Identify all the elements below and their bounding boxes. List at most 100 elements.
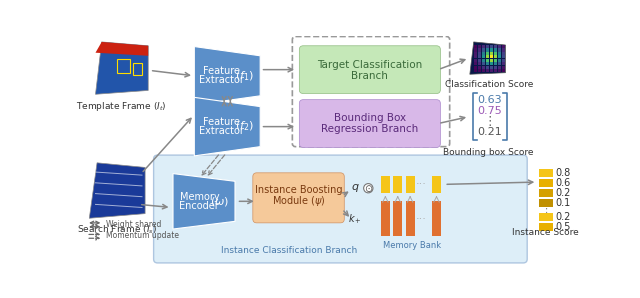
- Bar: [393, 201, 403, 236]
- Text: 0.6: 0.6: [555, 178, 570, 188]
- Bar: [393, 176, 403, 193]
- Bar: [486, 69, 489, 72]
- Bar: [477, 52, 481, 55]
- Bar: [381, 201, 390, 236]
- FancyBboxPatch shape: [154, 155, 527, 263]
- Bar: [493, 49, 497, 52]
- Text: Module $(\psi)$: Module $(\psi)$: [272, 193, 325, 207]
- Bar: [539, 199, 553, 207]
- Text: 0.21: 0.21: [477, 127, 502, 137]
- Bar: [474, 59, 477, 62]
- Bar: [486, 55, 489, 58]
- FancyBboxPatch shape: [300, 100, 440, 148]
- Bar: [486, 59, 489, 62]
- Polygon shape: [470, 42, 506, 74]
- Bar: [474, 66, 477, 69]
- Bar: [482, 69, 485, 72]
- Bar: [490, 55, 493, 58]
- Bar: [490, 49, 493, 52]
- Bar: [502, 49, 505, 52]
- Bar: [432, 201, 441, 236]
- Text: $(f_2)$: $(f_2)$: [235, 120, 254, 134]
- Bar: [497, 52, 501, 55]
- Bar: [490, 66, 493, 69]
- Text: Instance Classification Branch: Instance Classification Branch: [221, 246, 357, 255]
- Bar: [474, 52, 477, 55]
- Bar: [539, 179, 553, 187]
- Bar: [502, 62, 505, 65]
- Bar: [502, 45, 505, 48]
- Text: Search Frame ($I_s$): Search Frame ($I_s$): [77, 224, 157, 236]
- Text: Template Frame ($I_t$): Template Frame ($I_t$): [77, 100, 167, 114]
- Bar: [502, 69, 505, 72]
- Text: Target Classification: Target Classification: [317, 60, 422, 70]
- Bar: [381, 176, 390, 193]
- FancyBboxPatch shape: [292, 37, 450, 147]
- Bar: [474, 62, 477, 65]
- Bar: [493, 55, 497, 58]
- Circle shape: [364, 184, 373, 193]
- Bar: [539, 223, 553, 231]
- Bar: [482, 52, 485, 55]
- Bar: [482, 55, 485, 58]
- Bar: [486, 45, 489, 48]
- Bar: [477, 55, 481, 58]
- Bar: [493, 45, 497, 48]
- Bar: [539, 189, 553, 197]
- Bar: [490, 69, 493, 72]
- Bar: [482, 45, 485, 48]
- Text: 0.2: 0.2: [555, 212, 570, 222]
- Bar: [490, 59, 493, 62]
- Bar: [490, 52, 493, 55]
- Polygon shape: [195, 97, 260, 156]
- Bar: [497, 55, 501, 58]
- Bar: [474, 45, 477, 48]
- Bar: [482, 66, 485, 69]
- Bar: [477, 45, 481, 48]
- Text: ⋮: ⋮: [484, 115, 496, 128]
- Text: Instance Boosting: Instance Boosting: [255, 185, 342, 195]
- Text: ···: ···: [415, 214, 426, 224]
- Text: $\odot$: $\odot$: [364, 183, 373, 194]
- Bar: [502, 55, 505, 58]
- Bar: [477, 62, 481, 65]
- Text: Feature: Feature: [202, 66, 239, 76]
- Bar: [482, 49, 485, 52]
- Text: Regression Branch: Regression Branch: [321, 124, 419, 134]
- Text: 0.63: 0.63: [477, 95, 502, 105]
- Bar: [493, 62, 497, 65]
- Text: $k_+$: $k_+$: [348, 212, 362, 226]
- Bar: [117, 59, 129, 73]
- Bar: [539, 213, 553, 221]
- Bar: [474, 69, 477, 72]
- Bar: [493, 69, 497, 72]
- Text: Branch: Branch: [351, 71, 388, 81]
- Bar: [406, 201, 415, 236]
- Bar: [482, 62, 485, 65]
- Bar: [477, 59, 481, 62]
- Text: $(\omega)$: $(\omega)$: [210, 195, 229, 208]
- Bar: [132, 63, 142, 75]
- Text: 0.5: 0.5: [555, 222, 570, 232]
- Bar: [477, 49, 481, 52]
- Text: Encoder: Encoder: [179, 201, 220, 211]
- Text: Memory: Memory: [180, 192, 219, 202]
- Text: Extractor: Extractor: [198, 75, 243, 86]
- Text: Classification Score: Classification Score: [445, 80, 533, 89]
- Text: Instance Score: Instance Score: [513, 228, 579, 237]
- Text: Memory Bank: Memory Bank: [383, 240, 441, 250]
- Text: 0.2: 0.2: [555, 188, 570, 198]
- Text: Feature: Feature: [202, 117, 239, 127]
- Polygon shape: [95, 42, 148, 56]
- Bar: [497, 62, 501, 65]
- Text: Extractor: Extractor: [198, 126, 243, 136]
- Text: 0.75: 0.75: [477, 106, 502, 116]
- Bar: [497, 49, 501, 52]
- Polygon shape: [95, 42, 148, 94]
- Bar: [490, 62, 493, 65]
- Polygon shape: [173, 174, 235, 229]
- Bar: [497, 45, 501, 48]
- Bar: [493, 59, 497, 62]
- Text: ···: ···: [415, 179, 426, 189]
- Bar: [502, 66, 505, 69]
